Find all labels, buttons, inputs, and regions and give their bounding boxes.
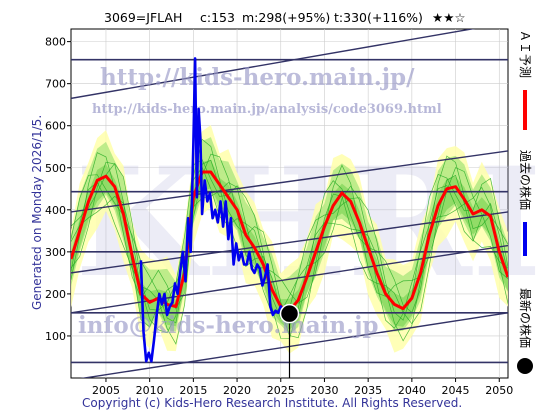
url-watermark: http://kids-hero.main.jp/ xyxy=(100,64,415,91)
x-tick-label-2025: 2025 xyxy=(267,384,295,397)
y-tick-label-600: 600 xyxy=(45,120,66,133)
trend-line-1 xyxy=(71,244,508,314)
copyright: Copyright (c) Kids-Hero Research Institu… xyxy=(82,396,462,410)
x-tick-label-2035: 2035 xyxy=(354,384,382,397)
latest-marker-group xyxy=(279,303,300,378)
url-sub-watermark: http://kids-hero.main.jp/analysis/code30… xyxy=(92,102,442,117)
x-tick-label-2040: 2040 xyxy=(398,384,426,397)
x-tick-label-2020: 2020 xyxy=(223,384,251,397)
legend-latest-label: 最新の株価 xyxy=(518,288,533,348)
latest-point-marker xyxy=(279,303,300,324)
x-tick-label-2005: 2005 xyxy=(92,384,120,397)
y-tick-label-300: 300 xyxy=(45,246,66,259)
x-tick-label-2045: 2045 xyxy=(442,384,470,397)
x-tick-label-2015: 2015 xyxy=(179,384,207,397)
legend: ＡＩ予測 過去の株価 最新の株価 xyxy=(517,30,533,374)
legend-ai-label: ＡＩ予測 xyxy=(518,30,532,78)
axis-ticks: 2005 2010 2015 2020 2025 2030 2035 2040 2045 2050… xyxy=(45,36,513,397)
trend-line-2 xyxy=(71,211,508,274)
rating-stars: ★★☆ xyxy=(432,10,466,25)
medium-target: m:298(+95%) xyxy=(242,10,330,25)
y-tick-label-800: 800 xyxy=(45,36,66,49)
x-tick-label-2010: 2010 xyxy=(136,384,164,397)
current-price: c:153 xyxy=(200,10,235,25)
legend-past-swatch xyxy=(523,222,527,256)
y-tick-label-200: 200 xyxy=(45,288,66,301)
mail-watermark: info@kids-hero.main.jp xyxy=(78,312,378,339)
x-tick-label-2050: 2050 xyxy=(485,384,513,397)
band-path-3 xyxy=(71,152,508,310)
long-target: t:330(+116%) xyxy=(334,10,423,25)
chart-code: 3069=JFLAH xyxy=(104,10,182,25)
trend-line-4 xyxy=(71,29,476,100)
legend-ai-swatch xyxy=(523,90,527,130)
y-tick-label-500: 500 xyxy=(45,162,66,175)
trend-line-3 xyxy=(71,150,508,213)
y-tick-label-400: 400 xyxy=(45,204,66,217)
generated-label: Generated on Monday 2026/1/5. xyxy=(30,115,44,310)
y-tick-label-700: 700 xyxy=(45,78,66,91)
trend-channels xyxy=(71,29,508,378)
x-tick-label-2030: 2030 xyxy=(310,384,338,397)
legend-latest-dot xyxy=(517,358,533,374)
y-tick-label-100: 100 xyxy=(45,330,66,343)
series-past-price xyxy=(139,57,287,363)
legend-past-label: 過去の株価 xyxy=(518,150,533,210)
